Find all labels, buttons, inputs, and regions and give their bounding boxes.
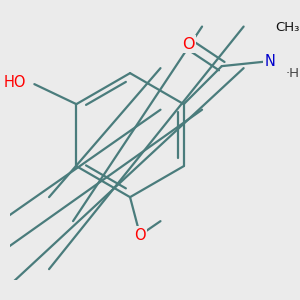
Text: HO: HO bbox=[4, 75, 26, 90]
Text: ·H: ·H bbox=[285, 67, 299, 80]
Text: O: O bbox=[134, 228, 146, 243]
Text: N: N bbox=[264, 54, 275, 69]
Text: CH₃: CH₃ bbox=[276, 21, 300, 34]
Text: O: O bbox=[182, 37, 195, 52]
